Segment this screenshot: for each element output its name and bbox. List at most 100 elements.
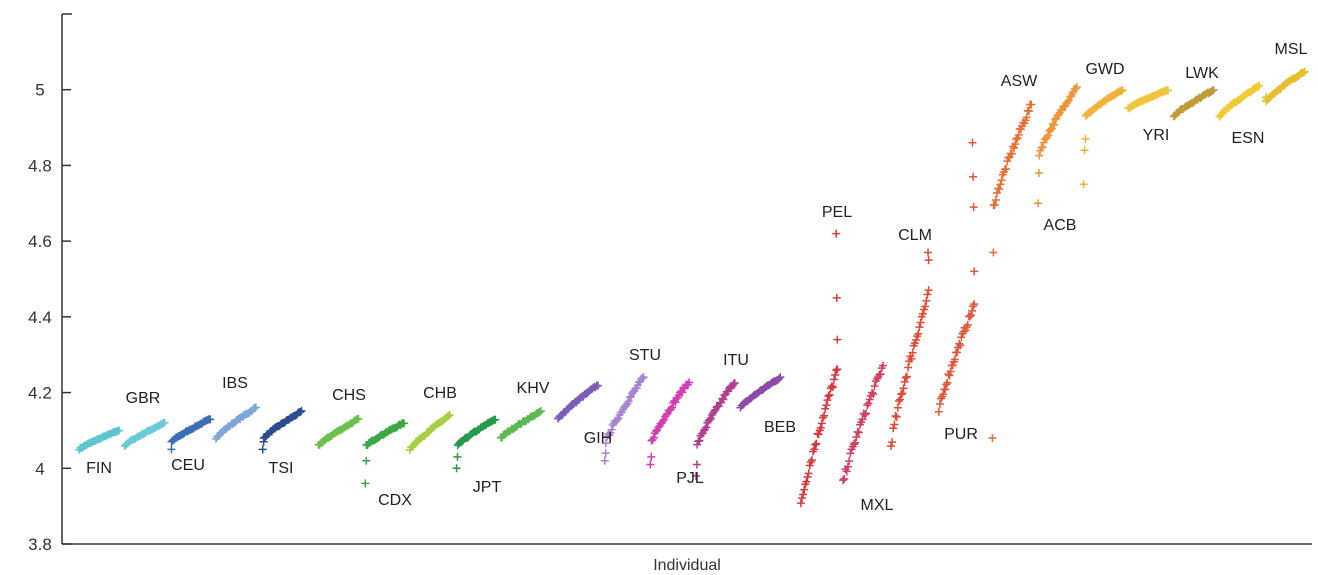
data-point <box>862 409 871 418</box>
data-point <box>908 348 917 357</box>
data-point <box>896 395 905 404</box>
data-point-outlier <box>259 437 268 446</box>
y-tick-label: 5 <box>35 81 44 100</box>
data-point <box>400 419 409 428</box>
data-point-outlier <box>1081 134 1090 143</box>
data-point <box>901 373 910 382</box>
population-label-chs: CHS <box>332 387 366 404</box>
series-mxl <box>839 361 887 485</box>
data-point <box>250 404 259 413</box>
data-point <box>891 412 900 421</box>
data-point <box>800 485 809 494</box>
data-point <box>1022 113 1031 122</box>
data-point-outlier <box>924 248 933 257</box>
data-point <box>1164 86 1173 95</box>
data-point <box>444 411 453 420</box>
population-label-fin: FIN <box>86 460 112 477</box>
series-itu <box>691 379 739 480</box>
data-point <box>1118 86 1127 95</box>
data-point-outlier <box>691 471 700 480</box>
population-label-asw: ASW <box>1001 73 1038 90</box>
data-point-outlier <box>452 464 461 473</box>
data-point-outlier <box>833 335 842 344</box>
data-point <box>831 370 840 379</box>
data-point <box>904 363 913 372</box>
data-point <box>878 361 887 370</box>
data-point-outlier <box>646 460 655 469</box>
data-point <box>797 493 806 502</box>
data-point <box>890 420 899 429</box>
data-point <box>914 329 923 338</box>
data-point <box>830 375 839 384</box>
data-point-outlier <box>969 172 978 181</box>
data-point-outlier <box>988 434 997 442</box>
series-cdx <box>361 419 409 488</box>
data-point <box>674 391 683 400</box>
data-point <box>934 407 943 416</box>
data-point <box>828 383 837 392</box>
data-point <box>803 472 812 481</box>
data-point <box>799 490 808 499</box>
y-ticks: 3.8 4 4.2 4.4 4.6 4.8 5 <box>28 81 71 554</box>
data-point <box>445 411 454 420</box>
data-point <box>639 373 648 382</box>
data-point <box>965 312 974 321</box>
series-lwk <box>1169 85 1218 121</box>
data-point <box>535 408 544 417</box>
data-point <box>1058 106 1066 115</box>
data-point-outlier <box>1262 93 1271 102</box>
data-point <box>1011 140 1020 149</box>
data-point <box>1071 84 1080 93</box>
axes: 3.8 4 4.2 4.4 4.6 4.8 5 Individual <box>28 13 1312 574</box>
population-label-jpt: JPT <box>473 479 502 496</box>
data-point <box>1038 143 1047 152</box>
data-point <box>1050 121 1059 130</box>
data-point <box>804 469 813 478</box>
data-point-outlier <box>258 445 267 454</box>
data-point <box>705 415 714 424</box>
data-point <box>876 370 885 379</box>
data-point-outlier <box>924 256 933 265</box>
data-point <box>821 404 830 413</box>
data-point-outlier <box>647 452 656 461</box>
data-point <box>923 290 932 299</box>
data-point <box>1254 82 1263 91</box>
y-tick-label: 4 <box>35 459 44 478</box>
data-point <box>1300 67 1309 76</box>
data-point <box>1043 133 1052 142</box>
data-point <box>1046 125 1055 134</box>
data-point <box>849 440 858 449</box>
data-point <box>833 365 842 374</box>
series-asw <box>988 100 1036 442</box>
data-point <box>658 417 667 426</box>
data-point <box>729 380 738 389</box>
data-point <box>840 474 849 483</box>
data-point-outlier <box>167 445 176 454</box>
data-point <box>671 398 680 407</box>
series-gwd <box>1079 86 1127 189</box>
data-point <box>701 425 710 434</box>
data-point <box>730 379 739 388</box>
data-point-outlier <box>601 449 610 458</box>
population-label-mxl: MXL <box>861 497 894 514</box>
series-acb <box>1034 82 1081 208</box>
series-chs <box>314 414 363 449</box>
data-point <box>608 420 617 429</box>
data-point <box>860 410 869 419</box>
data-point <box>897 390 906 399</box>
data-point <box>995 185 1004 194</box>
series-tsi <box>258 406 306 454</box>
data-point <box>912 335 921 344</box>
data-point <box>864 399 873 408</box>
data-point <box>776 373 785 382</box>
data-point <box>892 412 901 421</box>
data-point <box>953 348 962 357</box>
data-point <box>702 423 711 432</box>
data-point-outlier <box>600 456 609 465</box>
population-label-ceu: CEU <box>171 457 205 474</box>
data-point <box>956 341 965 350</box>
data-point <box>802 477 811 486</box>
data-point <box>924 286 933 295</box>
data-point <box>943 378 952 387</box>
